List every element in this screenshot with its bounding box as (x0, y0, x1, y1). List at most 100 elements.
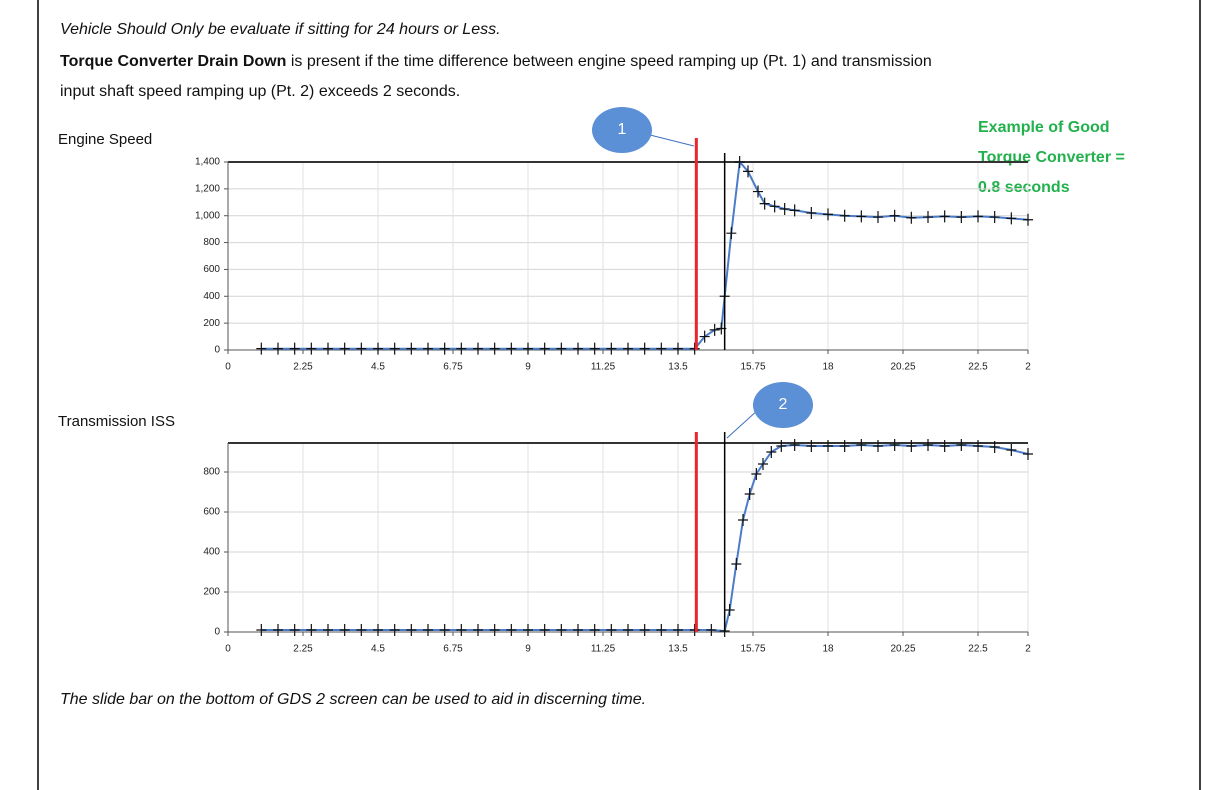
data-point (766, 446, 777, 458)
data-point (456, 624, 467, 636)
data-point (539, 624, 550, 636)
data-point (389, 624, 400, 636)
data-point (656, 624, 667, 636)
definition-rest: is present if the time difference betwee… (286, 53, 931, 70)
data-point (889, 209, 900, 222)
y-tick-label: 800 (203, 237, 220, 248)
example-text: 0.8 seconds (978, 179, 1070, 196)
data-point (506, 624, 517, 636)
data-point (956, 439, 967, 451)
x-tick-label: 2.25 (293, 644, 313, 655)
data-point (523, 342, 533, 355)
y-tick-label: 1,000 (195, 210, 220, 221)
data-point (939, 210, 950, 223)
data-point (573, 624, 583, 636)
x-tick-label: 18 (822, 644, 834, 655)
data-point (889, 439, 900, 451)
data-point (623, 624, 633, 636)
data-point (423, 342, 433, 355)
data-point (656, 342, 667, 355)
x-tick-label: 22.5 (968, 362, 988, 373)
y-tick-label: 400 (203, 547, 220, 558)
callout-bubble (592, 107, 652, 153)
data-point (734, 156, 745, 168)
data-point (273, 624, 283, 636)
data-point (623, 342, 633, 355)
data-point (806, 440, 817, 452)
x-tick-label: 4.5 (371, 644, 385, 655)
data-point (1006, 444, 1017, 456)
data-point (439, 624, 450, 636)
data-point (406, 624, 417, 636)
data-point (373, 624, 383, 636)
y-tick-label: 0 (214, 627, 220, 638)
footer-note: The slide bar on the bottom of GDS 2 scr… (60, 691, 646, 708)
data-point (731, 558, 742, 570)
data-point (373, 342, 383, 355)
x-tick-label: 9 (525, 644, 531, 655)
data-point (389, 342, 400, 355)
data-point (989, 211, 1000, 224)
data-point (726, 227, 737, 240)
data-point (473, 624, 483, 636)
data-point (856, 210, 867, 223)
data-point (606, 624, 617, 636)
y-tick-label: 600 (203, 507, 220, 518)
data-point (839, 209, 850, 222)
data-point (273, 342, 283, 355)
data-point (973, 440, 983, 452)
data-point (923, 439, 933, 451)
x-tick-label: 15.75 (740, 362, 765, 373)
data-point (673, 624, 683, 636)
y-tick-label: 1,400 (195, 157, 220, 168)
data-point (256, 342, 267, 355)
note: Vehicle Should Only be evaluate if sitti… (60, 21, 501, 38)
y-tick-label: 600 (203, 264, 220, 275)
data-point (523, 624, 533, 636)
data-point (356, 342, 367, 355)
data-point (639, 342, 650, 355)
data-point (973, 210, 983, 223)
y-tick-label: 1,200 (195, 183, 220, 194)
x-tick-label: 11.25 (591, 644, 616, 655)
data-point (823, 208, 833, 221)
callout-arrow (645, 133, 695, 147)
data-point (673, 342, 683, 355)
x-tick-label: 6.75 (443, 644, 463, 655)
data-point (606, 342, 617, 355)
callout-bubble (753, 382, 813, 428)
x-tick-label: 15.75 (740, 644, 765, 655)
callout-label: 1 (618, 121, 627, 138)
example-text: Example of Good (978, 119, 1110, 136)
data-point (456, 342, 467, 355)
data-point (489, 624, 500, 636)
data-point (689, 342, 700, 355)
data-point (356, 624, 367, 636)
definition-line: Torque Converter Drain Down is present i… (60, 53, 932, 70)
data-point (806, 207, 817, 220)
data-point (738, 514, 748, 526)
callout-label: 2 (779, 396, 788, 413)
data-point (639, 624, 650, 636)
x-tick-label: 11.25 (591, 362, 616, 373)
data-point (699, 330, 710, 343)
data-point (744, 488, 755, 500)
x-tick-label: 13.5 (668, 362, 688, 373)
data-point (473, 342, 483, 355)
example-text: Torque Converter = (978, 149, 1125, 166)
data-point (439, 342, 450, 355)
x-tick-label: 20.25 (890, 362, 915, 373)
x-tick-label: 20.25 (890, 644, 915, 655)
x-tick-label: 4.5 (371, 362, 385, 373)
data-point (758, 458, 768, 470)
callout-arrow (726, 408, 760, 439)
data-point (589, 342, 600, 355)
data-point (724, 604, 735, 616)
data-point (751, 468, 762, 480)
data-point (689, 624, 700, 636)
data-point (1023, 213, 1033, 226)
data-point (1023, 448, 1033, 460)
page-border (37, 0, 1201, 790)
